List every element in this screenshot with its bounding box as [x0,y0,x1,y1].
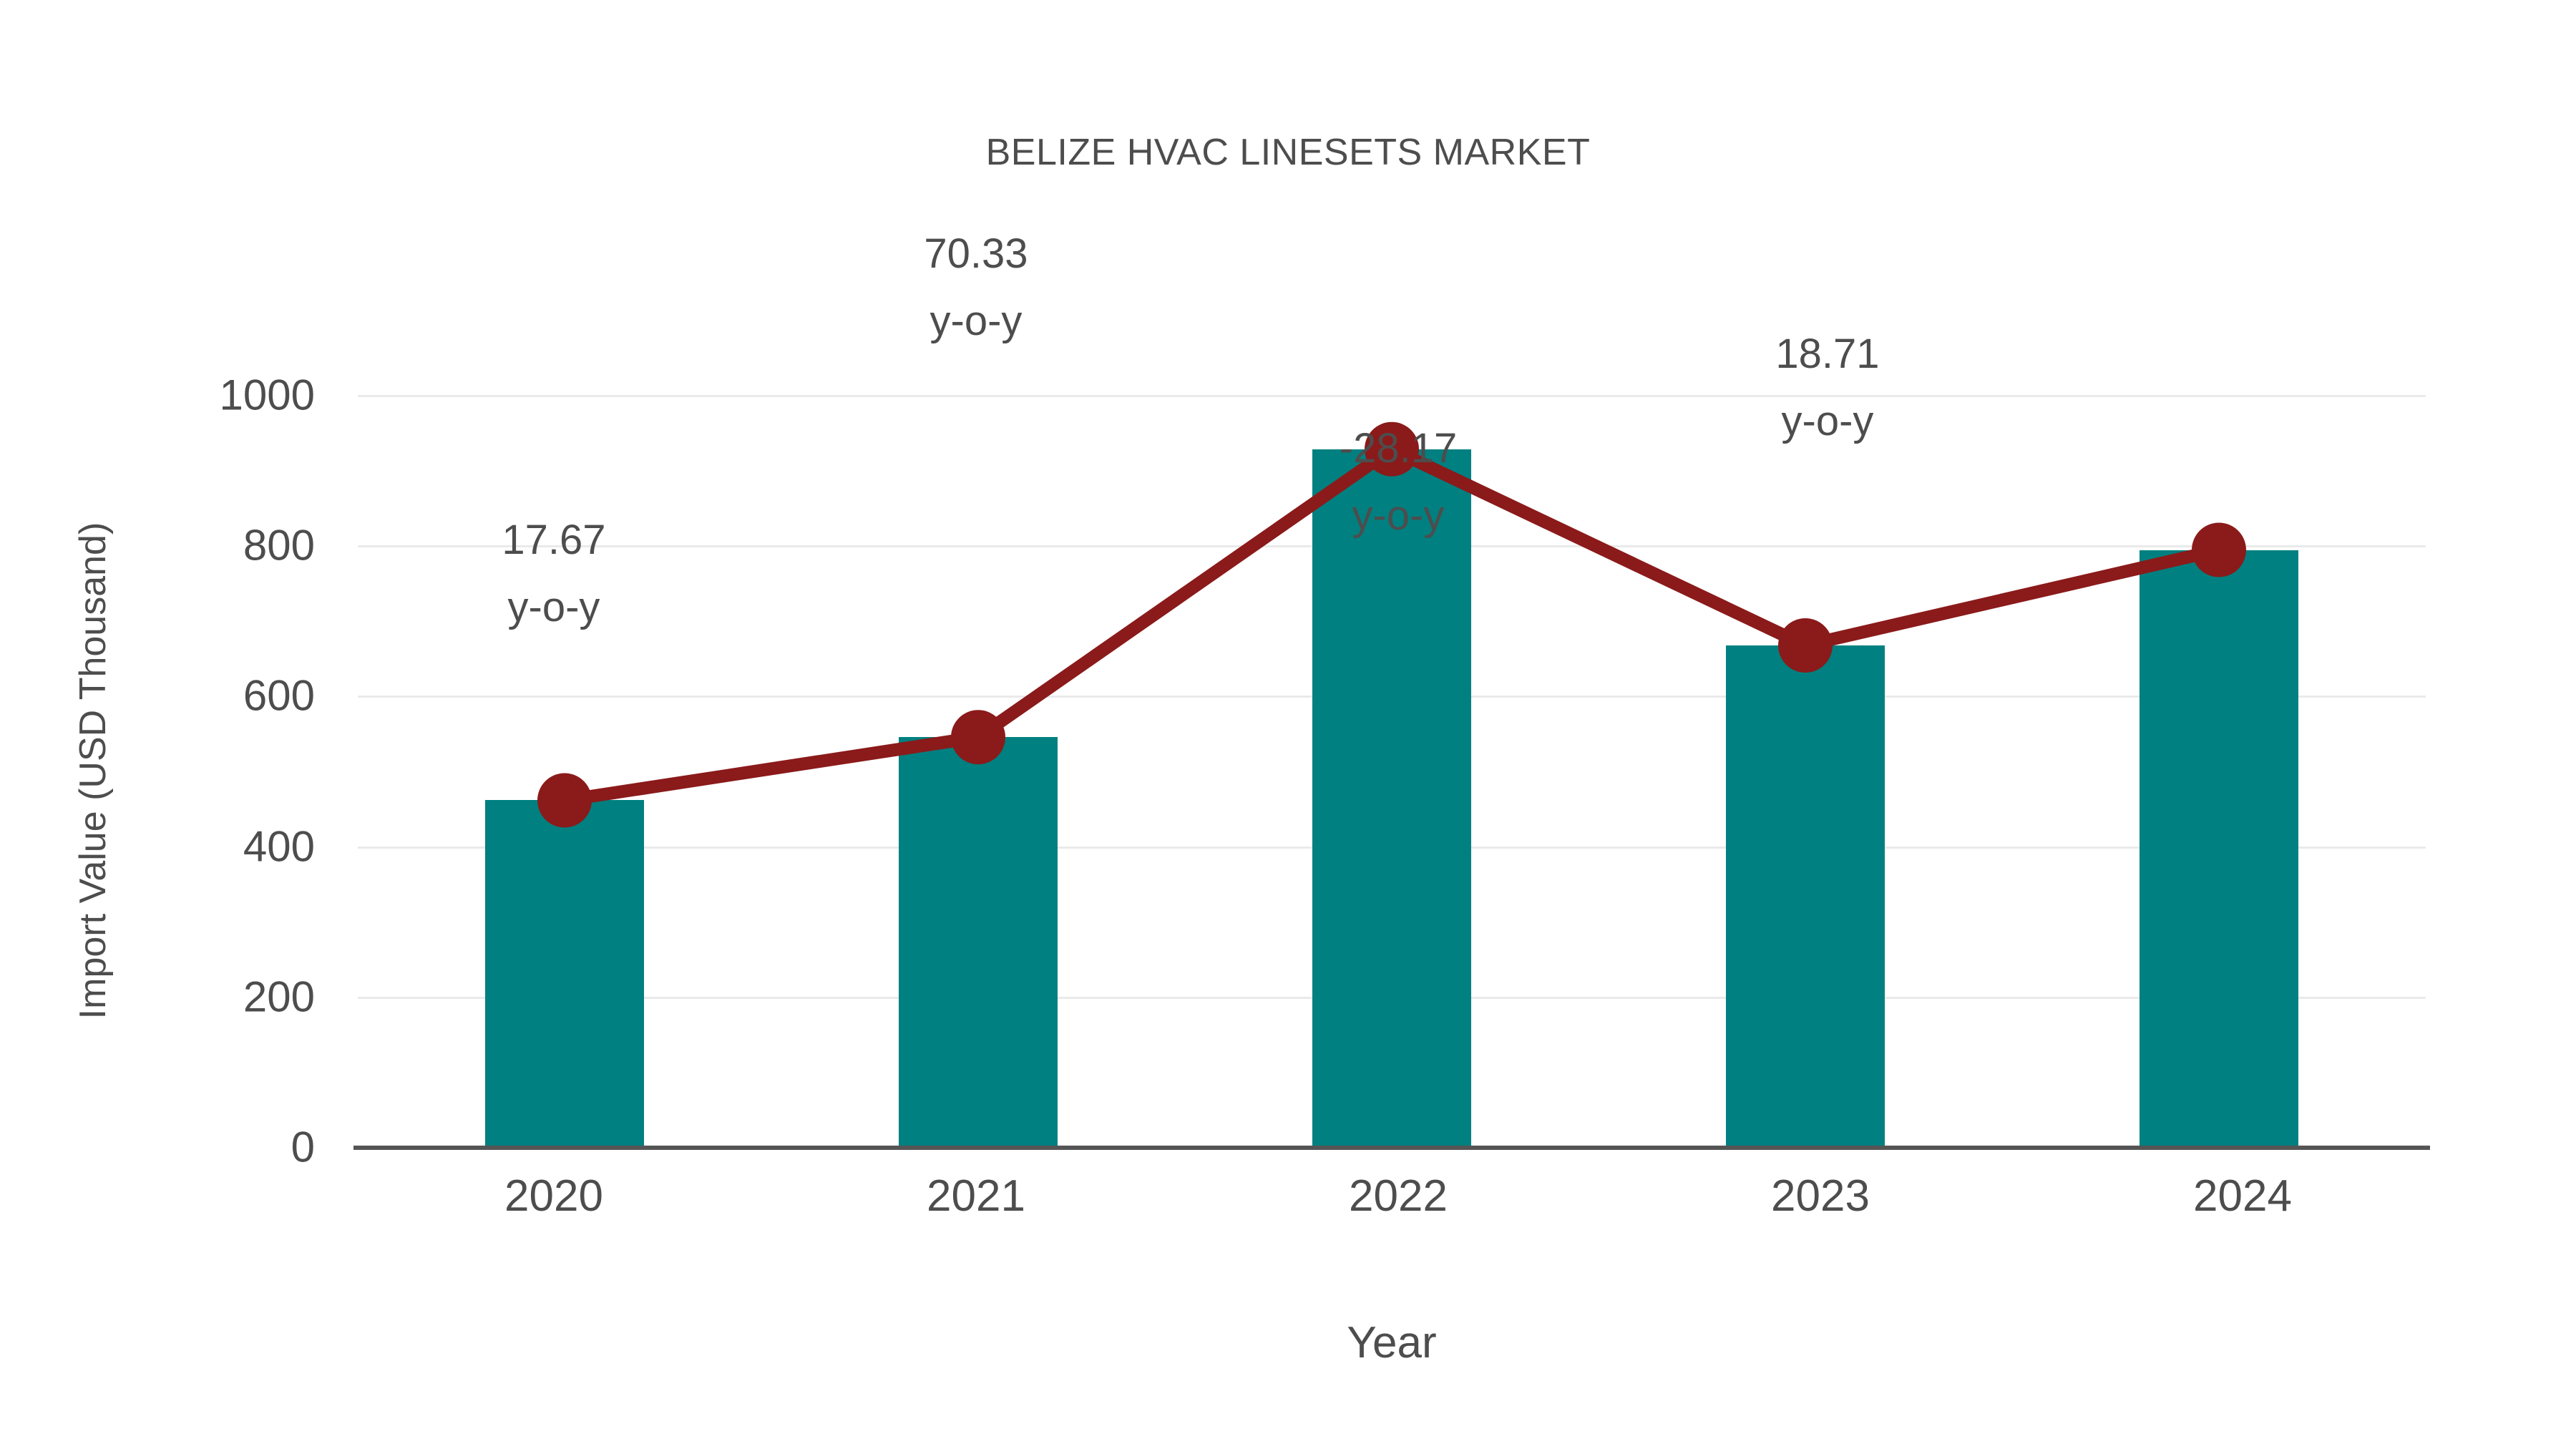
annotation-2022-unit: y-o-y [930,297,1023,344]
y-tick-400: 400 [243,822,315,871]
annotation-2021: 17.67 y-o-y [353,507,754,641]
gridline-1000 [358,395,2426,397]
y-tick-1000: 1000 [219,371,315,419]
x-tick-2020: 2020 [504,1171,603,1221]
annotation-2021-unit: y-o-y [507,583,600,630]
bar-2020[interactable] [485,800,644,1147]
x-axis-title: Year [1347,1318,1437,1367]
y-tick-200: 200 [243,972,315,1021]
bar-2023[interactable] [1726,645,1885,1147]
bar-2022[interactable] [1312,449,1471,1147]
x-tick-2024: 2024 [2193,1171,2292,1221]
annotation-2024-unit: y-o-y [1781,397,1874,444]
y-tick-0: 0 [291,1123,315,1171]
annotation-2022-value: 70.33 [924,230,1028,277]
x-axis-line [353,1146,2430,1150]
annotation-2023: -28.17 y-o-y [1198,415,1599,550]
annotation-2023-value: -28.17 [1339,425,1458,472]
y-tick-600: 600 [243,671,315,720]
annotation-2021-value: 17.67 [502,517,606,563]
bar-2024[interactable] [2140,550,2298,1147]
y-tick-800: 800 [243,521,315,570]
annotation-2024-value: 18.71 [1775,331,1880,377]
x-tick-2021: 2021 [927,1171,1025,1221]
x-tick-2022: 2022 [1349,1171,1448,1221]
chart-title: BELIZE HVAC LINESETS MARKET [985,132,1591,173]
x-tick-2023: 2023 [1771,1171,1870,1221]
annotation-2023-unit: y-o-y [1352,492,1445,539]
annotation-2022: 70.33 y-o-y [776,220,1176,355]
bar-2021[interactable] [899,737,1058,1147]
annotation-2024: 18.71 y-o-y [1627,321,2028,455]
